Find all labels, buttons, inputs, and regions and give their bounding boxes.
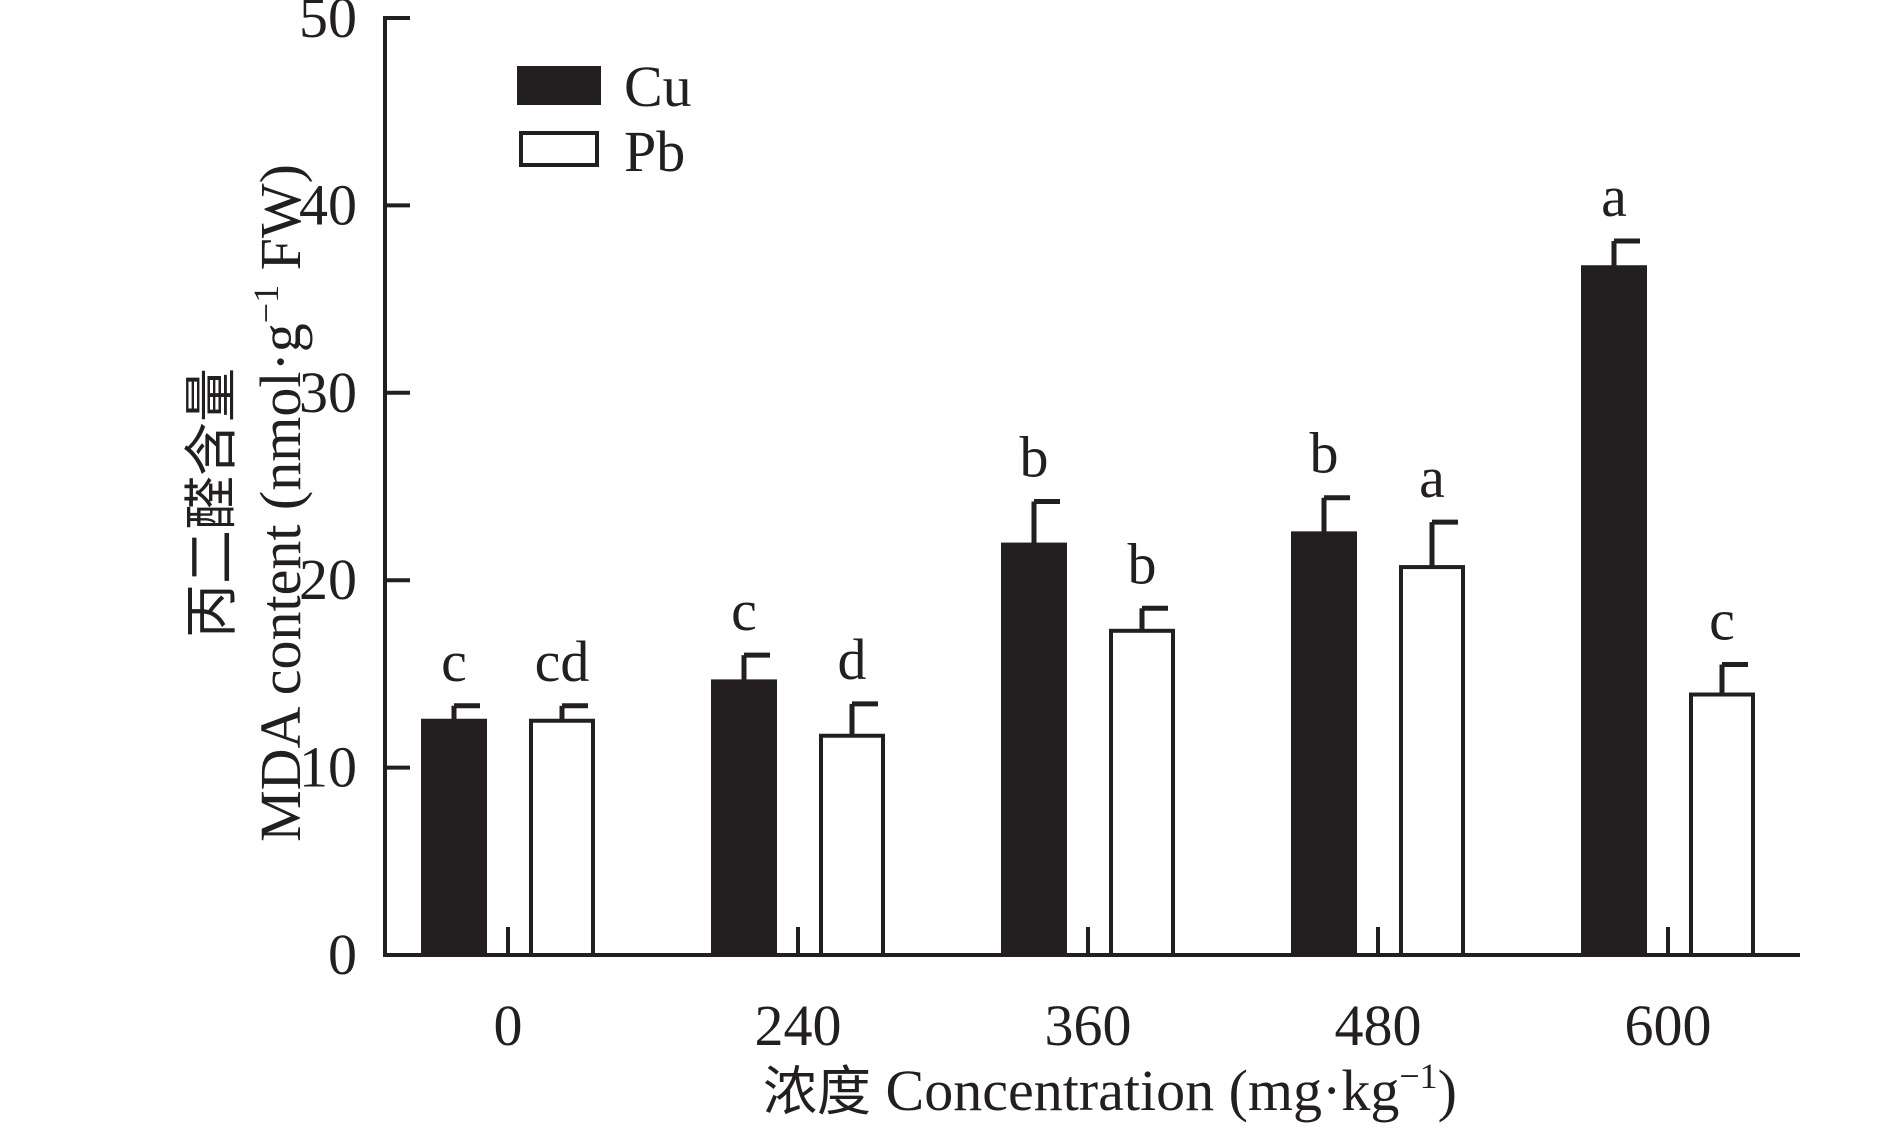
y-axis-title-line-2: MDA content (nmol·g−1 FW): [246, 164, 313, 842]
significance-letter: b: [1020, 424, 1049, 489]
y-axis-title: 丙二醛含量 MDA content (nmol·g−1 FW): [180, 164, 313, 842]
bar-pb: [1109, 628, 1175, 957]
significance-letter: a: [1601, 164, 1627, 229]
y-axis-title-cn: 丙二醛含量: [180, 368, 243, 638]
significance-letter: d: [838, 627, 867, 692]
y-axis-title-main: MDA content (nmol·g: [248, 323, 313, 842]
x-tick-label: 480: [1335, 993, 1422, 1058]
x-tick-label: 600: [1625, 993, 1712, 1058]
x-axis-title: 浓度 Concentration (mg·kg−1): [763, 1056, 1457, 1123]
significance-letter: a: [1419, 445, 1445, 510]
x-axis-title-cn: 浓度: [763, 1060, 871, 1123]
bar-cu: [421, 718, 487, 957]
significance-letter: b: [1128, 531, 1157, 596]
y-tick-label: 20: [299, 547, 357, 612]
y-tick-label: 30: [299, 360, 357, 425]
y-axis-title-sup: −1: [246, 285, 286, 323]
plot-area: 0 10 20 30 40 50 0 240 360 480 600 c c b b a cd d b a c: [299, 0, 1800, 1058]
bar-pb: [1399, 565, 1465, 957]
legend-label-cu: Cu: [624, 54, 692, 119]
significance-letter: cd: [535, 629, 590, 694]
legend-label-pb: Pb: [624, 119, 685, 184]
significance-letter: c: [731, 578, 757, 643]
x-tick-label: 0: [494, 993, 523, 1058]
bar-cu: [1581, 265, 1647, 957]
x-axis-title-main: Concentration (mg·kg: [871, 1058, 1399, 1123]
significance-letter: c: [1709, 588, 1735, 653]
legend-swatch-pb: [519, 131, 599, 167]
x-axis-title-sup: −1: [1399, 1056, 1437, 1096]
bar-pb: [1689, 692, 1755, 957]
legend: Cu Pb: [517, 54, 692, 184]
y-tick-label: 50: [299, 0, 357, 50]
x-tick-label: 360: [1045, 993, 1132, 1058]
bar-cu: [711, 679, 777, 957]
bar-cu: [1291, 531, 1357, 957]
y-axis-title-line-1: 丙二醛含量: [180, 368, 243, 638]
x-tick-label: 240: [755, 993, 842, 1058]
bar-pb: [819, 733, 885, 957]
x-axis-title-end: ): [1438, 1058, 1457, 1123]
significance-letter: c: [441, 629, 467, 694]
legend-swatch-cu: [517, 66, 601, 105]
y-axis-title-end: FW): [248, 164, 313, 285]
y-tick-label: 0: [328, 922, 357, 987]
y-tick-label: 40: [299, 172, 357, 237]
significance-letter: b: [1310, 421, 1339, 486]
bar-cu: [1001, 542, 1067, 957]
y-tick-label: 10: [299, 735, 357, 800]
bar-pb: [529, 718, 595, 957]
